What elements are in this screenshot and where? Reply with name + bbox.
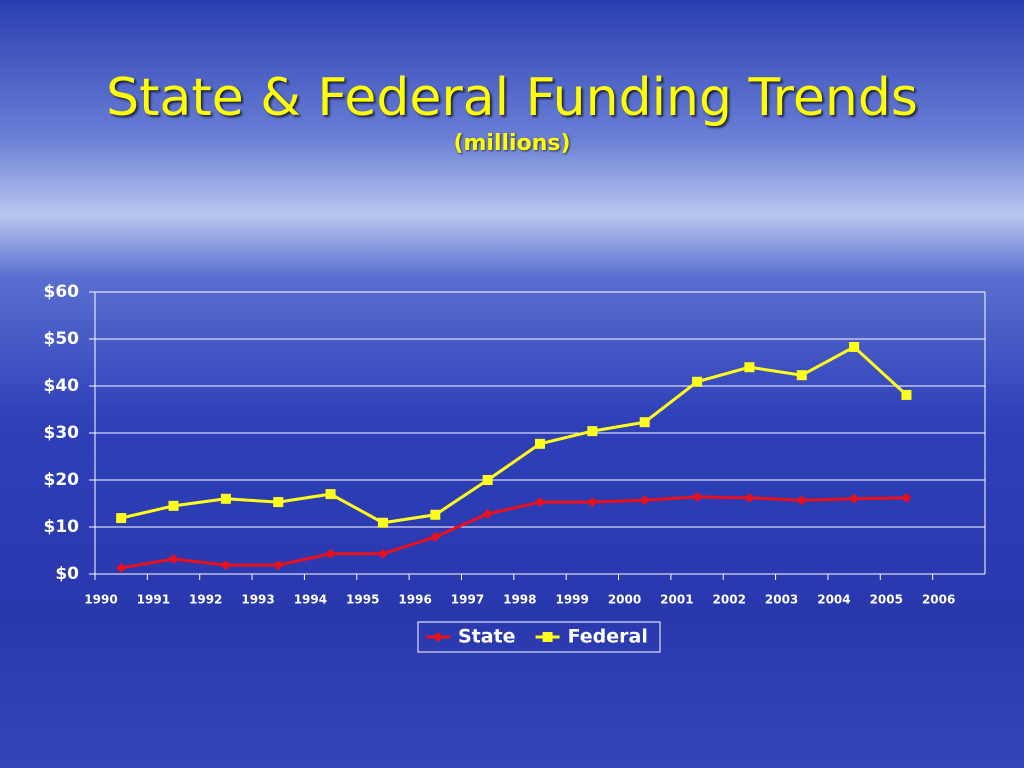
data-point bbox=[692, 376, 703, 387]
x-tick-label: 1990 bbox=[84, 593, 117, 607]
data-point bbox=[377, 548, 388, 559]
data-point bbox=[168, 500, 179, 511]
x-tick-label: 1991 bbox=[137, 593, 170, 607]
data-point bbox=[744, 362, 755, 373]
data-point bbox=[116, 513, 127, 524]
x-tick-label: 1997 bbox=[451, 593, 484, 607]
y-tick-label: $60 bbox=[44, 282, 80, 302]
data-point bbox=[482, 475, 493, 485]
data-point bbox=[430, 531, 441, 542]
y-tick-label: $0 bbox=[55, 564, 79, 584]
x-tick-label: 2003 bbox=[765, 593, 798, 607]
data-point bbox=[168, 553, 179, 564]
legend-label: State bbox=[458, 626, 516, 648]
data-point bbox=[587, 426, 598, 437]
data-point bbox=[535, 438, 545, 449]
x-tick-label: 2005 bbox=[870, 593, 903, 607]
x-tick-label: 1998 bbox=[503, 593, 536, 607]
x-tick-label: 1992 bbox=[189, 593, 222, 607]
x-tick-label: 1999 bbox=[555, 593, 588, 607]
data-point bbox=[220, 493, 231, 504]
data-point bbox=[639, 495, 650, 506]
x-tick-label: 2006 bbox=[922, 593, 955, 607]
x-tick-label: 2001 bbox=[660, 593, 693, 607]
legend-label: Federal bbox=[568, 626, 648, 648]
chart-title: State & Federal Funding Trends bbox=[106, 68, 918, 128]
data-point bbox=[849, 341, 860, 352]
data-point bbox=[377, 517, 388, 528]
legend-marker bbox=[542, 632, 553, 642]
legend-box bbox=[417, 621, 661, 653]
x-tick-label: 2000 bbox=[608, 593, 641, 607]
x-tick-label: 1995 bbox=[346, 593, 379, 607]
y-tick-label: $30 bbox=[44, 423, 80, 443]
data-point bbox=[325, 489, 336, 500]
y-tick-label: $40 bbox=[44, 376, 80, 396]
x-tick-label: 1993 bbox=[241, 593, 274, 607]
series-line bbox=[120, 345, 908, 525]
data-point bbox=[273, 497, 284, 508]
y-tick-label: $50 bbox=[44, 329, 80, 349]
data-point bbox=[482, 508, 493, 519]
data-point bbox=[901, 492, 912, 503]
data-point bbox=[901, 389, 912, 400]
x-tick-label: 2002 bbox=[713, 593, 746, 607]
data-point bbox=[325, 548, 336, 559]
x-tick-label: 1994 bbox=[294, 593, 327, 607]
data-point bbox=[273, 560, 284, 571]
data-point bbox=[692, 491, 703, 502]
legend-marker bbox=[433, 632, 443, 642]
x-tick-label: 1996 bbox=[398, 593, 431, 607]
y-tick-label: $20 bbox=[44, 470, 80, 490]
data-point bbox=[849, 493, 860, 504]
data-point bbox=[587, 497, 598, 508]
data-point bbox=[116, 562, 127, 573]
data-point bbox=[430, 509, 441, 520]
y-tick-label: $10 bbox=[44, 517, 80, 537]
data-point bbox=[796, 495, 807, 506]
x-tick-label: 2004 bbox=[817, 593, 850, 607]
data-point bbox=[796, 370, 807, 381]
data-point bbox=[535, 497, 545, 508]
data-point bbox=[220, 560, 231, 571]
chart-subtitle: (millions) bbox=[453, 131, 570, 156]
series-line bbox=[120, 495, 907, 570]
data-point bbox=[744, 492, 755, 503]
data-point bbox=[639, 417, 650, 428]
